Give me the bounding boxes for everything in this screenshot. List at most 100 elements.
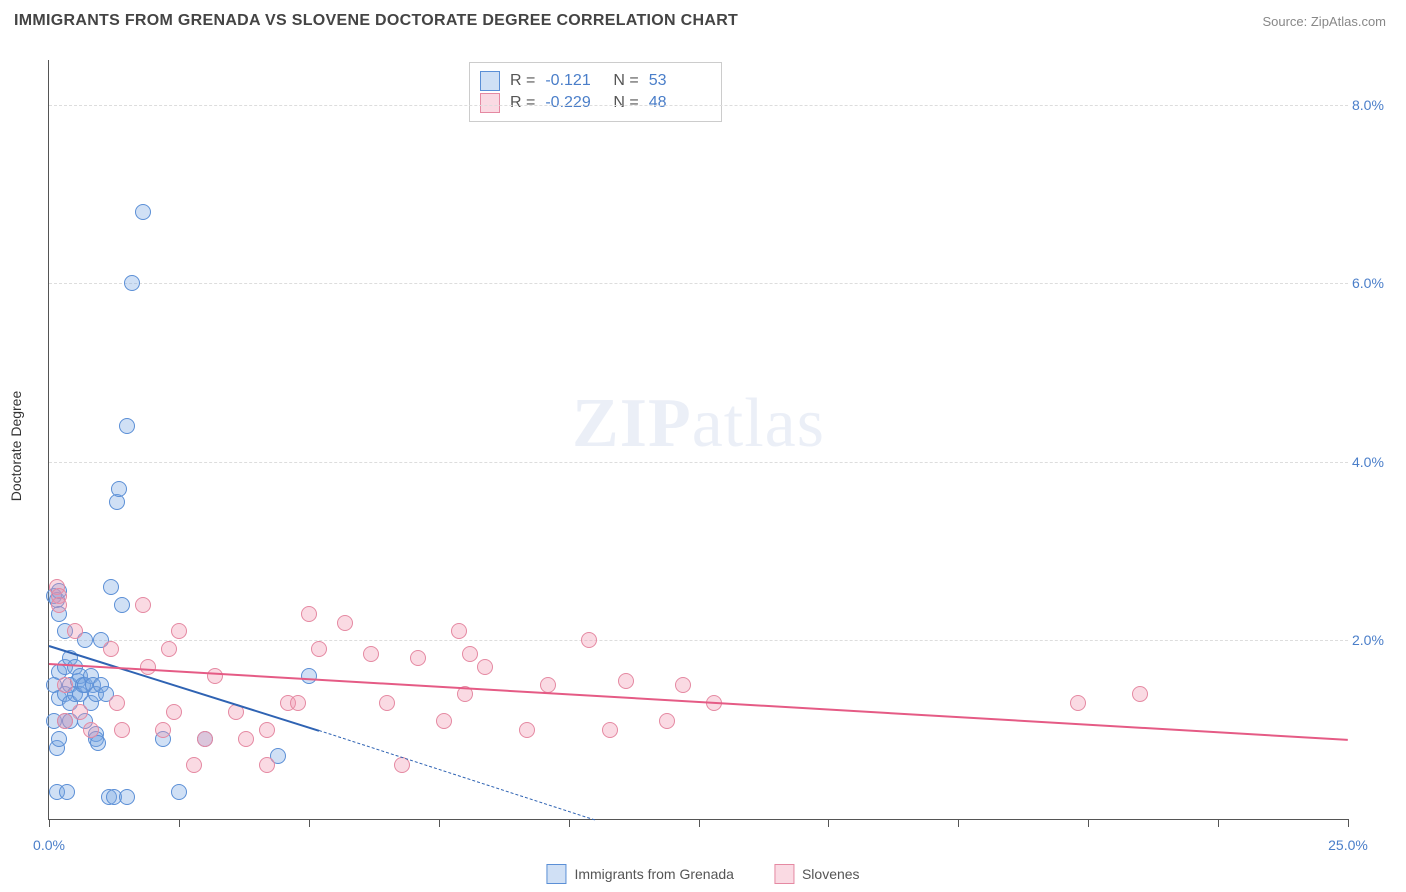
scatter-point-slovenes: [197, 731, 213, 747]
x-tick: [309, 819, 310, 827]
scatter-point-slovenes: [675, 677, 691, 693]
scatter-point-slovenes: [451, 623, 467, 639]
scatter-point-slovenes: [519, 722, 535, 738]
scatter-point-slovenes: [581, 632, 597, 648]
x-tick: [1088, 819, 1089, 827]
scatter-point-slovenes: [57, 677, 73, 693]
scatter-point-grenada: [114, 597, 130, 613]
chart-header: IMMIGRANTS FROM GRENADA VS SLOVENE DOCTO…: [0, 0, 1406, 42]
legend-label-slovenes: Slovenes: [802, 866, 860, 882]
scatter-point-slovenes: [186, 757, 202, 773]
scatter-point-grenada: [124, 275, 140, 291]
x-tick: [49, 819, 50, 827]
scatter-point-grenada: [301, 668, 317, 684]
swatch-grenada: [480, 71, 500, 91]
scatter-point-slovenes: [1132, 686, 1148, 702]
scatter-point-slovenes: [114, 722, 130, 738]
scatter-point-grenada: [135, 204, 151, 220]
scatter-point-slovenes: [51, 597, 67, 613]
scatter-point-grenada: [103, 579, 119, 595]
scatter-point-slovenes: [379, 695, 395, 711]
scatter-point-slovenes: [1070, 695, 1086, 711]
chart-title: IMMIGRANTS FROM GRENADA VS SLOVENE DOCTO…: [14, 12, 738, 30]
scatter-point-slovenes: [166, 704, 182, 720]
scatter-point-slovenes: [171, 623, 187, 639]
y-tick-label: 4.0%: [1352, 454, 1400, 470]
scatter-point-slovenes: [618, 673, 634, 689]
scatter-point-slovenes: [83, 722, 99, 738]
gridline: [49, 462, 1348, 463]
y-tick-label: 6.0%: [1352, 275, 1400, 291]
scatter-point-slovenes: [337, 615, 353, 631]
gridline: [49, 283, 1348, 284]
scatter-point-slovenes: [363, 646, 379, 662]
n-label: N =: [613, 72, 638, 90]
scatter-point-slovenes: [602, 722, 618, 738]
swatch-slovenes: [774, 864, 794, 884]
watermark: ZIPatlas: [572, 384, 825, 464]
scatter-point-slovenes: [436, 713, 452, 729]
scatter-point-grenada: [51, 731, 67, 747]
scatter-point-grenada: [119, 789, 135, 805]
x-tick: [1218, 819, 1219, 827]
x-tick: [1348, 819, 1349, 827]
x-tick-label: 0.0%: [33, 837, 65, 853]
legend-item-slovenes: Slovenes: [774, 864, 860, 884]
r-value-grenada: -0.121: [545, 72, 603, 90]
x-tick-label: 25.0%: [1328, 837, 1368, 853]
scatter-point-slovenes: [109, 695, 125, 711]
x-tick: [179, 819, 180, 827]
scatter-point-slovenes: [140, 659, 156, 675]
scatter-point-slovenes: [259, 722, 275, 738]
scatter-point-grenada: [119, 418, 135, 434]
scatter-point-slovenes: [155, 722, 171, 738]
scatter-point-grenada: [171, 784, 187, 800]
scatter-point-slovenes: [301, 606, 317, 622]
gridline: [49, 105, 1348, 106]
scatter-point-slovenes: [207, 668, 223, 684]
x-tick: [699, 819, 700, 827]
scatter-point-slovenes: [659, 713, 675, 729]
regression-line: [319, 730, 595, 820]
scatter-point-slovenes: [290, 695, 306, 711]
swatch-slovenes: [480, 93, 500, 113]
source-attribution: Source: ZipAtlas.com: [1262, 14, 1386, 29]
scatter-plot-area: ZIPatlas R = -0.121 N = 53 R = -0.229 N …: [48, 60, 1348, 820]
y-tick-label: 2.0%: [1352, 632, 1400, 648]
scatter-point-slovenes: [410, 650, 426, 666]
scatter-point-slovenes: [135, 597, 151, 613]
stats-row-grenada: R = -0.121 N = 53: [480, 71, 707, 91]
scatter-point-slovenes: [311, 641, 327, 657]
x-tick: [828, 819, 829, 827]
scatter-point-grenada: [111, 481, 127, 497]
n-value-slovenes: 48: [649, 94, 707, 112]
legend-item-grenada: Immigrants from Grenada: [546, 864, 734, 884]
scatter-point-slovenes: [161, 641, 177, 657]
r-label: R =: [510, 72, 535, 90]
r-value-slovenes: -0.229: [545, 94, 603, 112]
y-axis-title: Doctorate Degree: [8, 391, 24, 502]
scatter-point-slovenes: [103, 641, 119, 657]
x-tick: [958, 819, 959, 827]
regression-line: [49, 663, 1348, 741]
bottom-legend: Immigrants from Grenada Slovenes: [546, 864, 859, 884]
swatch-grenada: [546, 864, 566, 884]
r-label: R =: [510, 94, 535, 112]
scatter-point-slovenes: [462, 646, 478, 662]
x-tick: [569, 819, 570, 827]
watermark-prefix: ZIP: [572, 385, 692, 462]
stats-legend-box: R = -0.121 N = 53 R = -0.229 N = 48: [469, 62, 722, 122]
scatter-point-slovenes: [72, 704, 88, 720]
scatter-point-slovenes: [238, 731, 254, 747]
y-tick-label: 8.0%: [1352, 97, 1400, 113]
n-value-grenada: 53: [649, 72, 707, 90]
watermark-suffix: atlas: [692, 385, 825, 462]
scatter-point-slovenes: [57, 713, 73, 729]
scatter-point-slovenes: [540, 677, 556, 693]
n-label: N =: [613, 94, 638, 112]
x-tick: [439, 819, 440, 827]
scatter-point-slovenes: [477, 659, 493, 675]
gridline: [49, 640, 1348, 641]
scatter-point-grenada: [90, 735, 106, 751]
legend-label-grenada: Immigrants from Grenada: [574, 866, 734, 882]
